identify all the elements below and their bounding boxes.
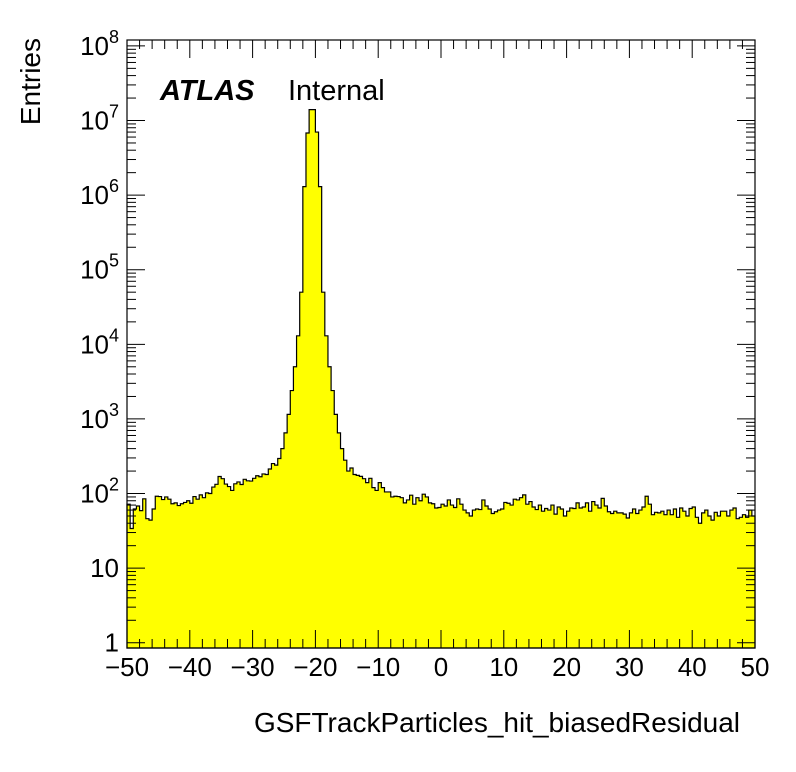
y-tick-base: 10 <box>80 479 109 509</box>
y-tick-label: 10 <box>90 553 119 583</box>
y-tick-label: 108 <box>80 27 119 61</box>
y-tick-base: 10 <box>80 255 109 285</box>
y-tick-base: 10 <box>80 180 109 210</box>
y-tick-label: 104 <box>80 325 119 359</box>
atlas-label: ATLAS <box>159 75 255 107</box>
y-tick-exponent: 8 <box>109 27 119 47</box>
plot-area <box>126 109 756 649</box>
x-tick-label: 20 <box>552 652 581 682</box>
x-tick-labels: −50 −40 −30 −20 −10 0 10 20 30 40 50 <box>105 652 770 682</box>
y-tick-label: 103 <box>80 400 119 434</box>
y-tick-exponent: 7 <box>109 102 119 122</box>
y-tick-base: 10 <box>80 329 109 359</box>
x-tick-label: −50 <box>105 652 149 682</box>
x-tick-label: −30 <box>231 652 275 682</box>
y-tick-exponent: 4 <box>109 325 119 345</box>
x-tick-label: 40 <box>678 652 707 682</box>
x-tick-label: 10 <box>489 652 518 682</box>
y-axis-title: Entries <box>15 38 46 125</box>
x-tick-label: −40 <box>168 652 212 682</box>
y-tick-label: 107 <box>80 102 119 136</box>
y-tick-base: 10 <box>80 106 109 136</box>
y-tick-exponent: 2 <box>109 475 119 495</box>
x-tick-label: 30 <box>615 652 644 682</box>
y-tick-label: 106 <box>80 176 119 210</box>
y-axis-ticks <box>127 45 755 644</box>
y-tick-exponent: 6 <box>109 176 119 196</box>
y-tick-label: 105 <box>80 251 119 285</box>
y-tick-exponent: 5 <box>109 251 119 271</box>
y-tick-exponent: 3 <box>109 400 119 420</box>
x-tick-label: 50 <box>741 652 770 682</box>
y-tick-base: 10 <box>80 31 109 61</box>
y-tick-base: 10 <box>80 404 109 434</box>
x-tick-label: −20 <box>293 652 337 682</box>
plot-frame <box>126 39 756 649</box>
y-tick-label: 1 <box>105 628 119 658</box>
y-tick-label: 102 <box>80 475 119 509</box>
histogram-fill <box>126 109 756 649</box>
x-axis-title: GSFTrackParticles_hit_biasedResidual <box>254 707 740 738</box>
x-tick-label: −10 <box>356 652 400 682</box>
x-tick-label: 0 <box>434 652 448 682</box>
internal-label: Internal <box>288 75 385 107</box>
